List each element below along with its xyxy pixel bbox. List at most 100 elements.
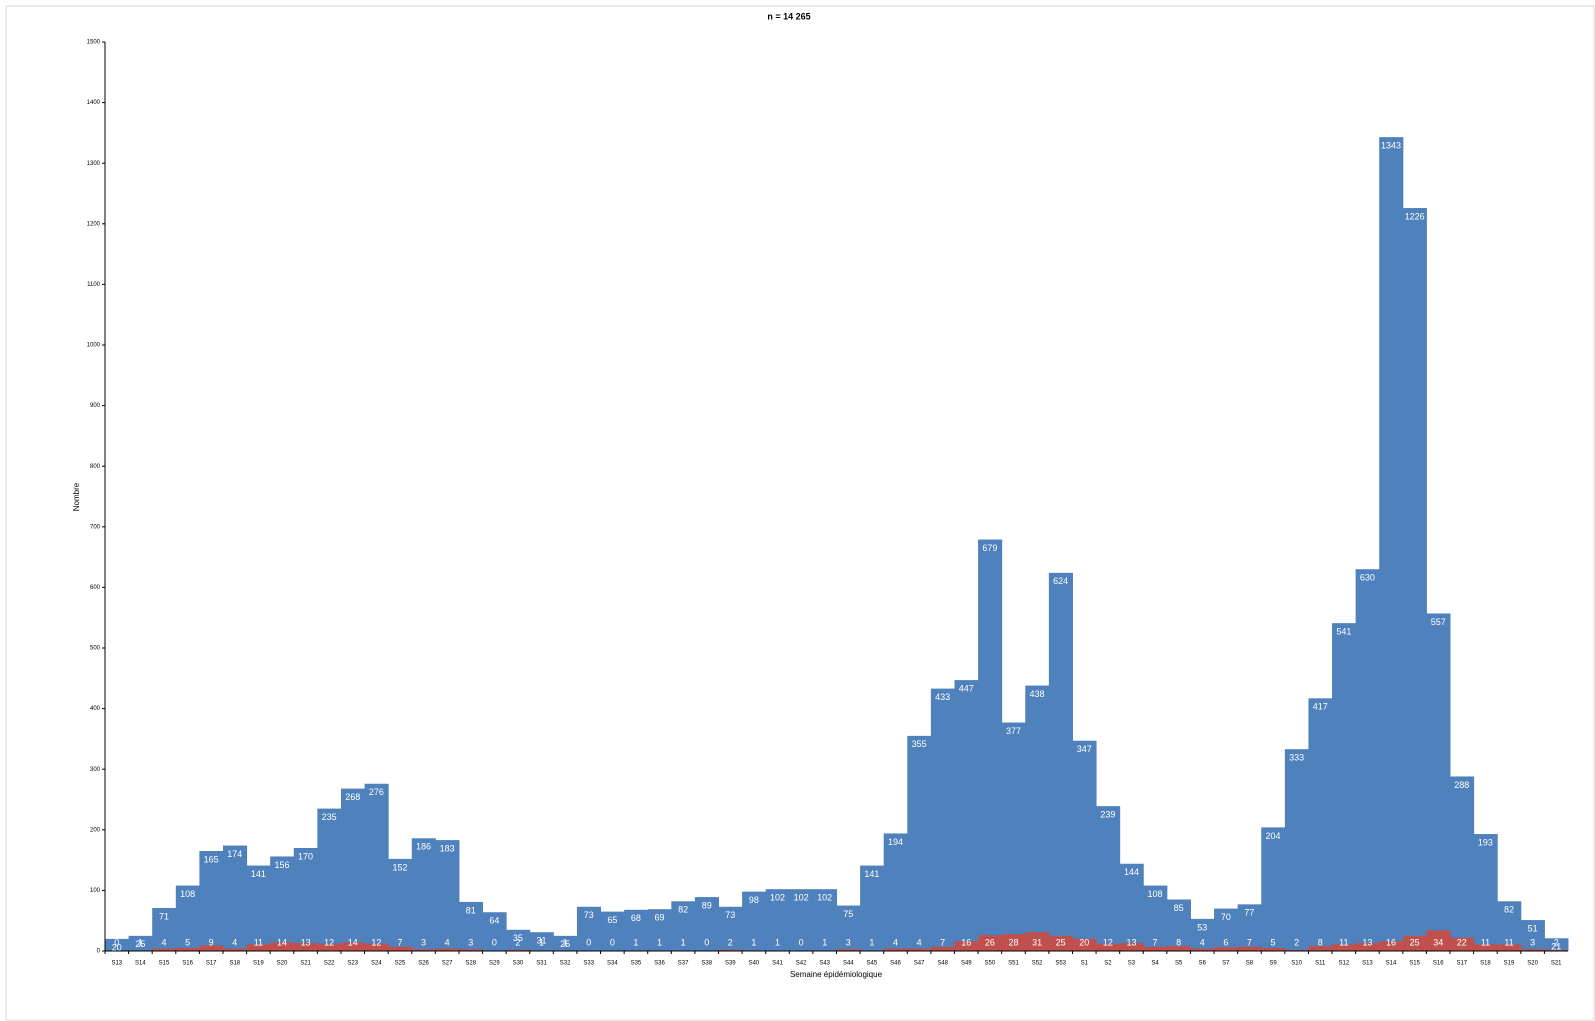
value-label: 71	[159, 911, 169, 921]
bar	[388, 858, 413, 951]
y-tick-label: 900	[90, 403, 101, 409]
bar	[1520, 920, 1545, 951]
bar	[907, 735, 932, 951]
value-label: 5	[185, 937, 190, 947]
bar	[1143, 946, 1168, 951]
value-label: 35	[513, 933, 523, 943]
x-tick-label: S35	[631, 961, 642, 967]
bar	[954, 680, 979, 951]
bar	[978, 539, 1003, 951]
value-label: 89	[702, 900, 712, 910]
bar	[175, 947, 200, 951]
value-label: 102	[794, 893, 809, 903]
y-tick-label: 1100	[87, 282, 101, 288]
bar	[1402, 935, 1427, 951]
bar	[317, 808, 342, 951]
value-label: 108	[1148, 889, 1163, 899]
x-tick-label: S52	[1032, 961, 1043, 967]
y-tick-label: 1500	[87, 40, 101, 46]
x-tick-label: S36	[654, 961, 665, 967]
value-label: 11	[1504, 937, 1513, 947]
bar	[222, 948, 248, 951]
value-label: 31	[537, 936, 547, 946]
value-label: 3	[468, 937, 473, 947]
value-label: 102	[770, 893, 785, 903]
x-tick-label: S16	[182, 961, 193, 967]
bar	[1473, 834, 1498, 951]
y-tick-label: 1300	[87, 161, 101, 167]
x-tick-label: S14	[1386, 961, 1397, 967]
x-tick-label: S26	[418, 961, 429, 967]
bar	[506, 949, 531, 951]
value-label: 447	[959, 683, 974, 693]
value-label: 2	[728, 937, 733, 947]
value-label: 11	[1339, 937, 1348, 947]
value-label: 1226	[1405, 211, 1425, 221]
bar	[1096, 943, 1121, 951]
value-label: 377	[1006, 726, 1021, 736]
frame	[5, 5, 1595, 1021]
value-label: 31	[1032, 937, 1042, 947]
value-label: 347	[1077, 744, 1092, 754]
value-label: 0	[586, 937, 591, 947]
bar	[1119, 863, 1144, 951]
value-label: 5	[1271, 937, 1276, 947]
x-tick-label: S9	[1269, 961, 1277, 967]
bar	[1355, 943, 1380, 951]
bar	[553, 935, 578, 951]
y-tick-label: 300	[90, 767, 101, 773]
value-label: 4	[917, 937, 922, 947]
bar	[1355, 569, 1380, 951]
value-label: 186	[416, 842, 431, 852]
bar	[860, 865, 885, 951]
bar	[1190, 918, 1215, 951]
x-tick-label: S15	[159, 961, 170, 967]
bar	[1450, 776, 1475, 951]
value-label: 98	[749, 895, 759, 905]
bar	[364, 783, 389, 951]
value-label: 11	[254, 937, 263, 947]
value-label: 1	[563, 937, 568, 947]
chart-title: n = 14 265	[767, 11, 810, 21]
x-tick-label: S53	[1055, 961, 1066, 967]
x-tick-label: S7	[1222, 961, 1230, 967]
bar	[1284, 949, 1309, 951]
value-label: 53	[1197, 922, 1207, 932]
value-label: 3	[846, 937, 851, 947]
x-tick-label: S42	[796, 961, 807, 967]
value-label: 102	[817, 893, 832, 903]
value-label: 73	[725, 910, 735, 920]
value-label: 438	[1030, 689, 1045, 699]
value-label: 13	[1362, 937, 1372, 947]
bar	[1119, 943, 1144, 951]
value-label: 11	[1481, 937, 1490, 947]
y-tick-label: 500	[90, 646, 101, 652]
bar	[152, 907, 177, 951]
x-tick-label: S4	[1151, 961, 1159, 967]
value-label: 630	[1360, 573, 1375, 583]
bar	[836, 949, 861, 951]
x-tick-label: S1	[1081, 961, 1089, 967]
bar	[1166, 946, 1191, 951]
y-tick-label: 200	[90, 827, 101, 833]
value-label: 0	[610, 937, 615, 947]
x-tick-label: S25	[395, 961, 406, 967]
value-label: 4	[232, 937, 237, 947]
x-tick-label: S39	[725, 961, 736, 967]
value-label: 541	[1336, 627, 1351, 637]
value-label: 16	[1386, 937, 1396, 947]
value-label: 7	[1153, 937, 1158, 947]
bar	[246, 865, 271, 951]
value-label: 156	[274, 860, 289, 870]
value-label: 3	[421, 937, 426, 947]
x-tick-label: S6	[1199, 961, 1207, 967]
bar	[1332, 944, 1357, 951]
value-label: 268	[345, 792, 360, 802]
x-tick-label: S40	[749, 961, 760, 967]
value-label: 679	[982, 543, 997, 553]
x-tick-label: S21	[300, 961, 311, 967]
value-label: 1343	[1381, 141, 1401, 151]
value-label: 1	[539, 937, 544, 947]
bar	[435, 840, 460, 951]
